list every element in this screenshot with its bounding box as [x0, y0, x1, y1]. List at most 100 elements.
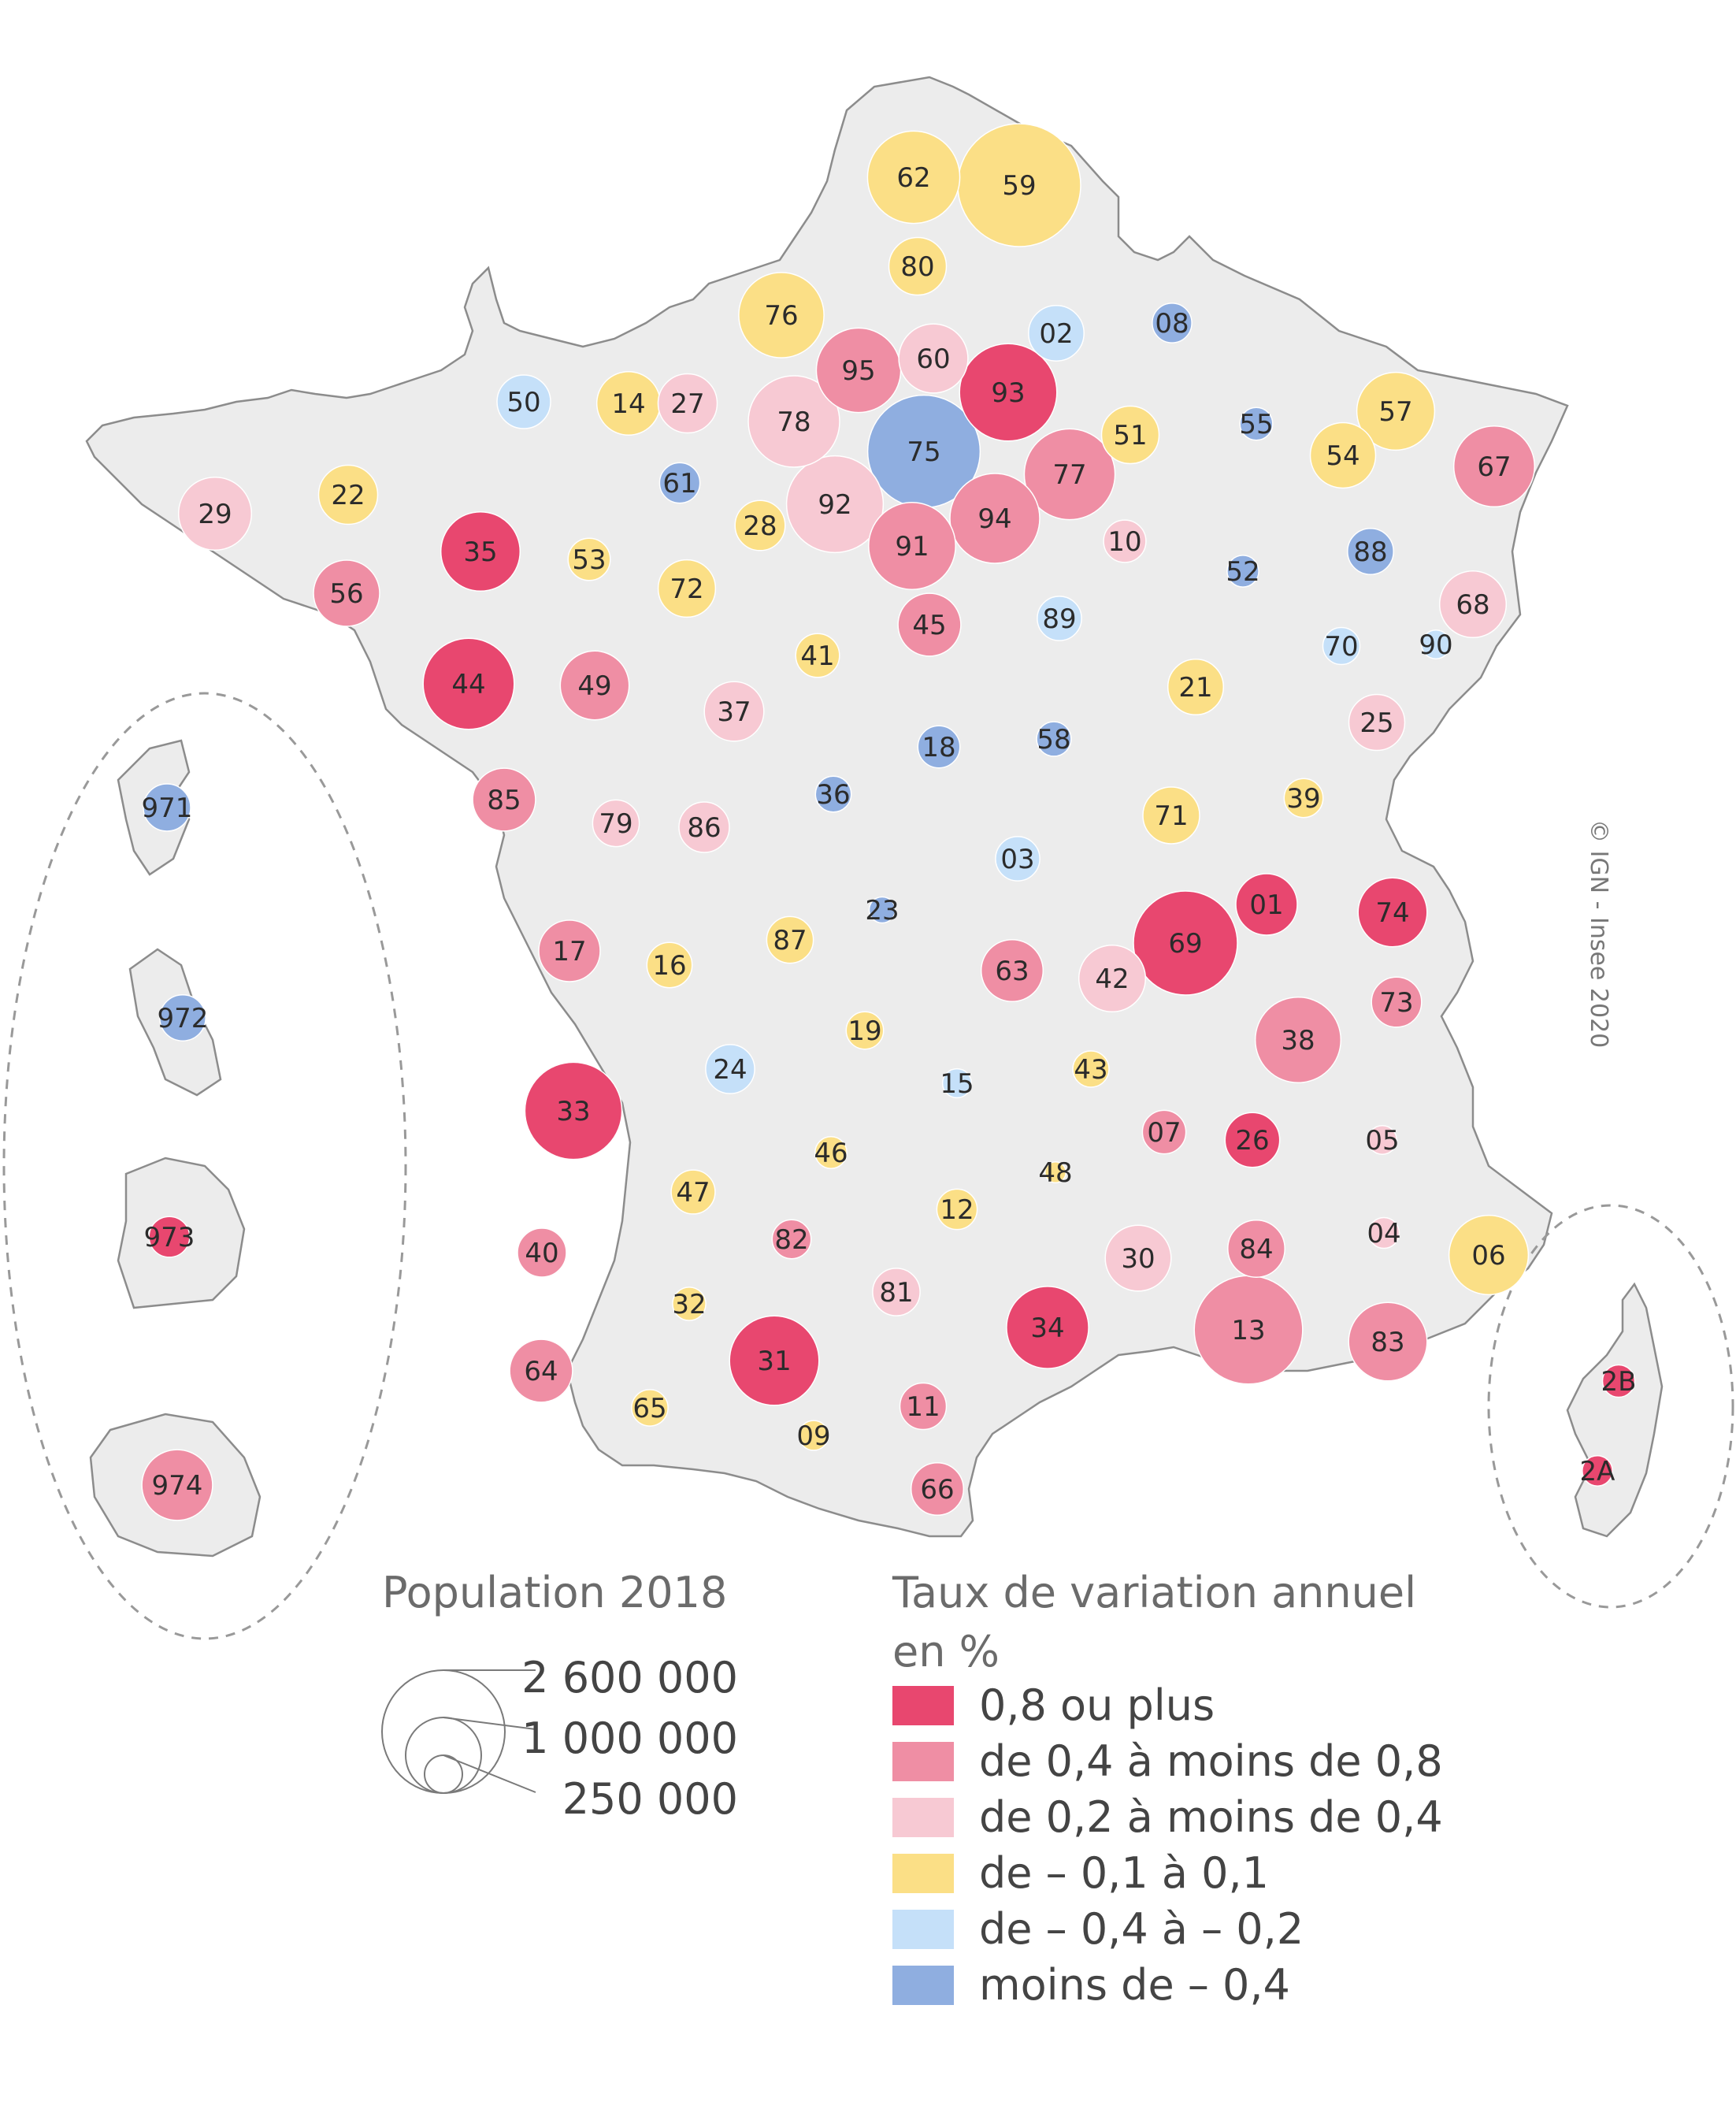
- department-bubble-972: [159, 994, 206, 1042]
- department-bubble-46: [814, 1136, 848, 1169]
- department-label-75: 75: [907, 436, 940, 468]
- department-label-59: 59: [1002, 170, 1036, 202]
- department-bubble-37: [703, 681, 765, 742]
- department-bubble-47: [670, 1169, 716, 1215]
- department-bubble-01: [1235, 873, 1298, 936]
- department-label-76: 76: [764, 300, 798, 332]
- department-label-36: 36: [816, 779, 850, 811]
- department-bubble-85: [472, 767, 536, 832]
- department-label-72: 72: [670, 574, 703, 605]
- department-label-35: 35: [463, 537, 497, 568]
- department-bubble-971: [143, 783, 191, 832]
- department-bubble-79: [592, 799, 640, 848]
- department-bubble-07: [1141, 1109, 1187, 1155]
- department-bubble-87: [766, 915, 814, 964]
- department-bubble-29: [177, 476, 253, 551]
- department-bubble-66: [910, 1461, 965, 1517]
- department-bubble-89: [1037, 596, 1082, 641]
- department-label-33: 33: [556, 1096, 590, 1127]
- department-label-89: 89: [1042, 603, 1076, 635]
- department-label-30: 30: [1121, 1243, 1155, 1275]
- department-label-01: 01: [1249, 889, 1283, 921]
- department-label-64: 64: [524, 1356, 558, 1387]
- department-bubble-24: [705, 1044, 755, 1094]
- department-bubble-32: [672, 1287, 707, 1321]
- department-label-06: 06: [1471, 1240, 1505, 1272]
- department-label-48: 48: [1038, 1157, 1072, 1189]
- size-legend-value-large: 2 600 000: [521, 1653, 738, 1702]
- department-label-83: 83: [1371, 1327, 1404, 1358]
- department-label-23: 23: [865, 895, 899, 926]
- department-label-31: 31: [757, 1346, 791, 1377]
- size-legend: Population 2018 2 600 000 1 000 000 250 …: [381, 1568, 738, 1824]
- department-bubble-44: [422, 637, 515, 730]
- department-bubble-51: [1100, 405, 1160, 465]
- department-label-43: 43: [1074, 1054, 1107, 1086]
- overseas-frame: [2, 692, 407, 1640]
- department-label-52: 52: [1226, 556, 1259, 588]
- department-bubble-53: [567, 537, 611, 581]
- department-bubble-86: [678, 801, 730, 853]
- department-bubble-84: [1227, 1220, 1285, 1278]
- department-label-66: 66: [920, 1474, 954, 1506]
- department-label-54: 54: [1326, 440, 1359, 472]
- department-bubble-80: [888, 236, 948, 296]
- department-label-63: 63: [995, 956, 1029, 987]
- department-bubble-73: [1371, 976, 1423, 1028]
- color-legend-label-4: de – 0,4 à – 0,2: [979, 1904, 1304, 1954]
- department-label-82: 82: [774, 1224, 808, 1256]
- size-legend-value-medium: 1 000 000: [521, 1714, 738, 1763]
- department-bubble-88: [1347, 528, 1394, 575]
- department-bubble-49: [559, 650, 630, 721]
- department-label-974: 974: [152, 1470, 203, 1502]
- department-label-71: 71: [1154, 800, 1188, 832]
- department-label-95: 95: [841, 355, 875, 387]
- department-label-29: 29: [198, 499, 232, 530]
- department-bubble-94: [949, 473, 1040, 564]
- department-label-11: 11: [906, 1391, 940, 1423]
- department-label-18: 18: [922, 732, 955, 763]
- department-label-39: 39: [1286, 783, 1320, 815]
- department-label-971: 971: [142, 793, 193, 824]
- department-bubble-25: [1348, 693, 1406, 752]
- department-bubble-50: [496, 374, 551, 429]
- department-label-03: 03: [1000, 844, 1034, 875]
- department-label-69: 69: [1168, 928, 1202, 960]
- department-label-51: 51: [1113, 420, 1147, 451]
- department-bubble-11: [899, 1382, 948, 1431]
- department-label-26: 26: [1235, 1125, 1269, 1157]
- size-legend-circle-large: [381, 1669, 506, 1794]
- department-bubble-62: [866, 130, 961, 225]
- color-legend-label-1: de 0,4 à moins de 0,8: [979, 1736, 1443, 1786]
- department-label-91: 91: [895, 531, 929, 563]
- color-legend-title-line1: Taux de variation annuel: [892, 1568, 1416, 1617]
- department-label-56: 56: [329, 578, 363, 610]
- department-label-87: 87: [773, 925, 807, 956]
- department-bubble-15: [941, 1067, 973, 1099]
- department-bubble-09: [798, 1420, 829, 1451]
- department-bubble-58: [1036, 721, 1072, 757]
- department-bubble-06: [1448, 1214, 1530, 1296]
- size-legend-value-small: 250 000: [562, 1774, 738, 1824]
- department-bubble-17: [538, 919, 601, 982]
- department-label-68: 68: [1456, 589, 1489, 621]
- department-bubble-31: [729, 1315, 820, 1406]
- department-label-77: 77: [1052, 459, 1086, 491]
- department-label-60: 60: [916, 343, 950, 375]
- department-label-972: 972: [158, 1003, 209, 1034]
- department-bubble-03: [995, 836, 1040, 882]
- department-bubble-38: [1254, 996, 1342, 1084]
- department-label-25: 25: [1359, 707, 1393, 739]
- department-bubble-78: [747, 375, 840, 468]
- color-legend-title-line2: en %: [892, 1627, 1000, 1676]
- department-bubble-2A: [1582, 1455, 1613, 1487]
- color-legend-swatch-2: [892, 1798, 954, 1837]
- department-label-28: 28: [743, 511, 777, 542]
- department-label-57: 57: [1378, 396, 1412, 428]
- department-bubble-67: [1452, 425, 1536, 508]
- department-bubble-19: [845, 1011, 885, 1050]
- department-bubble-76: [738, 272, 825, 358]
- department-bubble-36: [814, 775, 852, 813]
- department-label-07: 07: [1147, 1117, 1181, 1149]
